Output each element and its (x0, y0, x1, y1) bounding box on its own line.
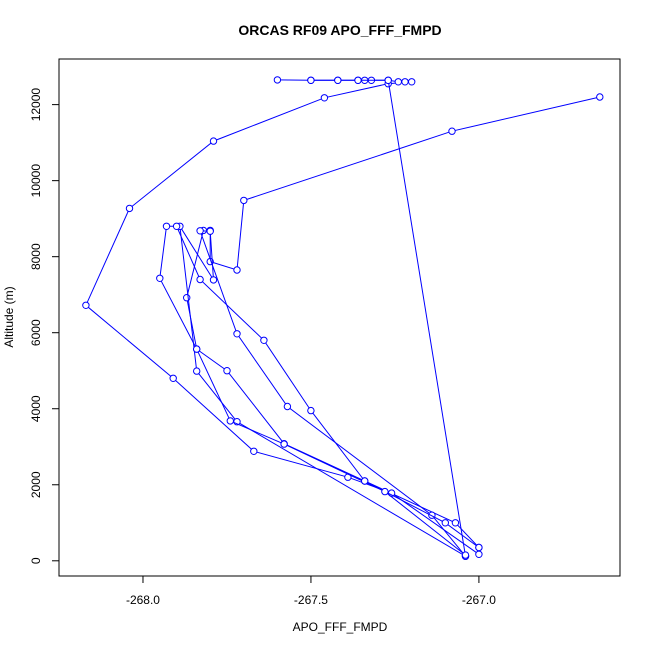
data-point (394, 78, 402, 86)
data-point (125, 204, 134, 213)
y-tick-label: 12000 (29, 88, 43, 122)
x-tick-label: -268.0 (126, 593, 160, 607)
data-point (196, 275, 204, 284)
data-point (307, 406, 315, 415)
series-line (159, 225, 480, 556)
y-tick-label: 6000 (29, 319, 43, 346)
data-point (361, 477, 369, 485)
series-3 (176, 76, 470, 560)
data-point (206, 227, 214, 235)
data-point (384, 76, 392, 85)
x-axis-label: APO_FFF_FMPD (293, 620, 388, 634)
data-point (280, 440, 288, 448)
data-point (82, 301, 90, 309)
data-point (441, 519, 449, 527)
series-line (186, 96, 600, 548)
data-point (223, 367, 231, 375)
y-axis-label: Altitude (m) (2, 286, 16, 347)
data-point (209, 276, 218, 284)
data-point (408, 78, 416, 86)
series-1 (183, 93, 604, 552)
plot-frame (58, 58, 621, 577)
data-point (196, 227, 204, 235)
series-2 (82, 76, 483, 558)
data-point (260, 336, 268, 344)
data-point (172, 222, 181, 231)
data-point (169, 374, 177, 382)
data-point (320, 94, 329, 102)
y-tick-label: 2000 (29, 471, 43, 498)
data-point (334, 76, 342, 85)
data-point (240, 196, 248, 205)
x-axis: -268.0 -267.5 -267.0 (126, 576, 496, 607)
data-point (475, 550, 483, 558)
data-point (193, 345, 201, 353)
data-point (193, 367, 201, 375)
series-line (179, 79, 467, 558)
data-point (307, 76, 315, 85)
data-point (461, 551, 470, 559)
data-point (283, 402, 292, 411)
data-point (475, 543, 483, 552)
data-point (233, 330, 241, 338)
y-tick-label: 0 (29, 557, 43, 564)
data-point (209, 137, 218, 145)
chart-title: ORCAS RF09 APO_FFF_FMPD (238, 22, 441, 38)
data-point (354, 76, 362, 85)
x-tick-label: -267.0 (462, 593, 496, 607)
data-point (381, 487, 389, 496)
data-point (401, 78, 409, 86)
data-point (273, 76, 282, 84)
y-tick-label: 8000 (29, 243, 43, 270)
data-point (156, 274, 164, 282)
data-point (233, 266, 241, 274)
data-point (596, 93, 604, 101)
series-4 (156, 222, 483, 559)
data-point (226, 417, 235, 425)
series-layer (82, 76, 604, 560)
y-tick-label: 4000 (29, 395, 43, 422)
y-axis: 0 2000 4000 6000 8000 10000 12000 (29, 88, 59, 564)
series-line (85, 79, 480, 555)
data-point (451, 519, 460, 527)
data-point (250, 447, 258, 455)
y-tick-label: 10000 (29, 164, 43, 198)
data-point (162, 222, 171, 231)
x-tick-label: -267.5 (294, 593, 328, 607)
data-point (448, 127, 456, 135)
